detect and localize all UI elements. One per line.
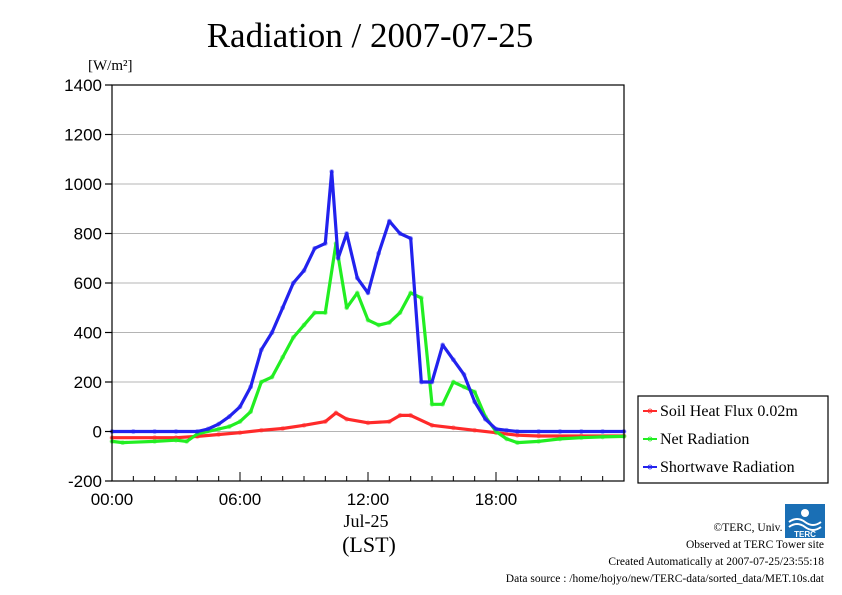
x-axis-label: (LST) [342, 532, 396, 557]
x-tick-label: 06:00 [219, 490, 262, 509]
legend-box [637, 395, 829, 484]
y-tick-label: 600 [74, 274, 102, 293]
series-1 [109, 240, 627, 446]
y-tick-label: 1400 [64, 76, 102, 95]
legend-item: Net Radiation [643, 431, 749, 448]
credit-observed: Observed at TERC Tower site [685, 539, 824, 551]
legend-label: Soil Heat Flux 0.02m [660, 403, 798, 420]
legend: Soil Heat Flux 0.02m Net Radiation Shortwa… [637, 395, 829, 484]
legend-label: Shortwave Radiation [660, 459, 795, 476]
y-axis-unit: [W/m²] [88, 58, 132, 74]
y-axis-ticks: -200 0 200 400 600 800 1000 1200 1400 [64, 76, 112, 491]
series-0 [109, 410, 627, 441]
x-axis-date-label: Jul-25 [344, 511, 389, 531]
y-tick-label: 0 [93, 423, 102, 442]
y-tick-label: -200 [68, 472, 102, 491]
legend-swatch-dot [647, 408, 653, 414]
legend-swatch-dot [647, 464, 653, 470]
x-tick-label: 12:00 [347, 490, 390, 509]
series-line [110, 170, 626, 434]
credit-source: Data source : /home/hojyo/new/TERC-data/… [505, 573, 824, 585]
legend-item: Soil Heat Flux 0.02m [643, 403, 798, 420]
credit-created: Created Automatically at 2007-07-25/23:5… [608, 556, 824, 568]
legend-swatch-dot [647, 436, 653, 442]
x-tick-label: 00:00 [91, 490, 134, 509]
series-line [110, 411, 626, 440]
logo-text: TERC [794, 530, 816, 539]
y-tick-label: 200 [74, 373, 102, 392]
terc-logo: TERC [785, 504, 825, 539]
legend-label: Net Radiation [660, 431, 749, 448]
y-tick-label: 800 [74, 225, 102, 244]
series-2 [109, 169, 627, 434]
grid-lines [112, 134, 624, 432]
chart-title: Radiation / 2007-07-25 [207, 16, 534, 55]
x-axis-ticks: 00:00 06:00 12:00 18:00 [91, 472, 625, 509]
series-line [110, 241, 626, 445]
y-tick-label: 1200 [64, 126, 102, 145]
y-tick-label: 400 [74, 324, 102, 343]
y-tick-label: 1000 [64, 175, 102, 194]
legend-item: Shortwave Radiation [643, 459, 795, 476]
x-tick-label: 18:00 [475, 490, 518, 509]
plot-series [109, 169, 627, 446]
